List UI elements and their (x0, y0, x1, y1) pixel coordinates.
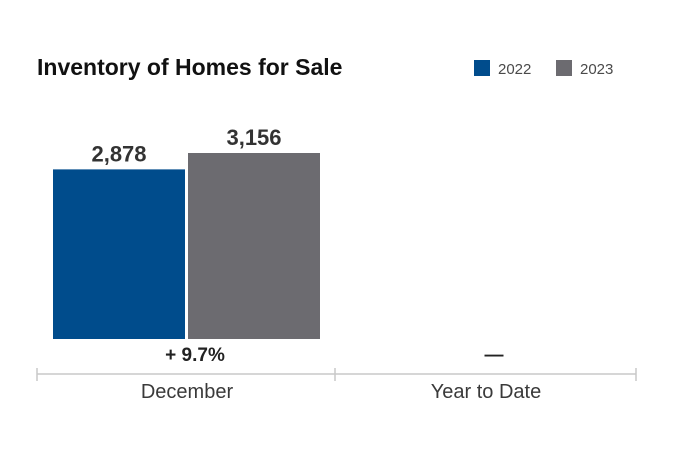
legend-swatch-2022 (474, 60, 490, 76)
change-label-december: + 9.7% (165, 345, 225, 366)
legend-label-2022: 2022 (498, 61, 531, 78)
data-label-2023-december: 3,156 (226, 125, 281, 150)
bar-2022-december (53, 169, 185, 339)
chart-title: Inventory of Homes for Sale (37, 54, 342, 80)
data-label-2022-december: 2,878 (91, 141, 146, 166)
legend-swatch-2023 (556, 60, 572, 76)
bar-2023-december (188, 153, 320, 339)
legend-label-2023: 2023 (580, 61, 613, 78)
legend: 2022 2023 (474, 60, 613, 78)
x-tick-label-year-to-date: Year to Date (431, 381, 541, 403)
change-label-year-to-date: — (485, 345, 504, 366)
x-axis (36, 368, 637, 381)
bars: 2,878 3,156 (53, 125, 320, 339)
x-tick-label-december: December (141, 381, 234, 403)
